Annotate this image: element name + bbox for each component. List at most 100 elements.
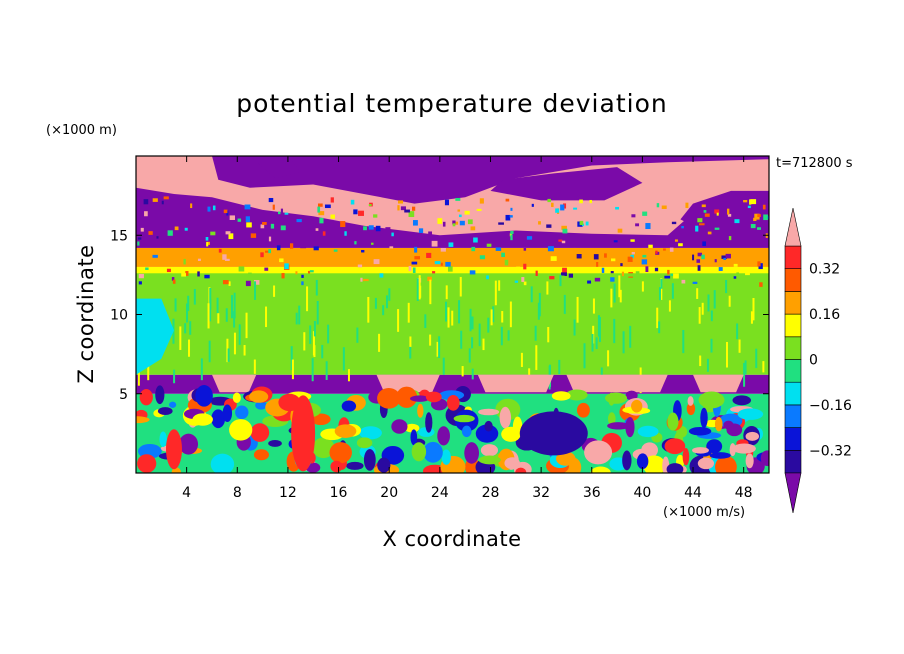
upper-turbulence-cell <box>469 270 476 275</box>
upper-turbulence-cell <box>707 231 712 235</box>
colorbar-tick-label: −0.16 <box>809 398 852 414</box>
upper-turbulence-cell <box>360 277 363 282</box>
upper-turbulence-cell <box>265 250 269 253</box>
upper-turbulence-cell <box>523 263 527 270</box>
upper-turbulence-cell <box>397 200 404 204</box>
lower-turbulence-blob <box>556 451 576 466</box>
mid-layer-streak <box>576 296 579 323</box>
mid-layer-streak <box>613 318 616 344</box>
upper-turbulence-cell <box>144 211 148 217</box>
upper-turbulence-cell <box>190 203 193 209</box>
lower-turbulence-blob <box>341 400 357 412</box>
upper-turbulence-cell <box>645 266 649 273</box>
mid-layer-streak <box>598 316 601 343</box>
lower-turbulence-blob <box>475 424 499 443</box>
upper-turbulence-cell <box>545 236 550 242</box>
mid-layer-streak <box>388 288 391 301</box>
upper-turbulence-cell <box>383 257 387 262</box>
mid-layer-streak <box>744 360 747 375</box>
upper-turbulence-cell <box>757 214 761 217</box>
upper-turbulence-cell <box>641 259 648 265</box>
heatmap-field <box>136 156 769 473</box>
x-tick-label: 4 <box>182 485 191 501</box>
mid-layer-streak <box>726 341 729 368</box>
upper-turbulence-cell <box>218 248 222 253</box>
upper-turbulence-cell <box>245 280 251 287</box>
lower-turbulence-blob <box>453 414 475 423</box>
upper-turbulence-cell <box>244 204 251 210</box>
upper-turbulence-cell <box>479 198 484 204</box>
mid-layer-streak <box>547 326 550 343</box>
upper-turbulence-cell <box>171 277 175 281</box>
mid-layer-streak <box>573 319 576 336</box>
mid-layer-streak <box>342 347 345 371</box>
upper-turbulence-cell <box>635 223 640 227</box>
lower-turbulence-blob <box>688 426 712 436</box>
upper-turbulence-cell <box>363 226 367 231</box>
mid-layer-streak <box>591 334 594 352</box>
y-axis-ticks: 5 10 15 <box>110 228 769 403</box>
mid-layer-streak <box>200 358 203 381</box>
mid-layer-streak <box>436 341 439 357</box>
lower-turbulence-blob <box>425 391 442 403</box>
upper-turbulence-cell <box>411 206 416 211</box>
upper-turbulence-cell <box>330 214 336 219</box>
upper-turbulence-cell <box>604 253 607 258</box>
upper-turbulence-cell <box>440 262 443 266</box>
upper-turbulence-cell <box>510 207 513 211</box>
upper-turbulence-cell <box>750 199 757 205</box>
mid-layer-streak <box>147 361 150 381</box>
mid-layer-streak <box>273 285 276 297</box>
upper-turbulence-cell <box>340 278 345 283</box>
lower-turbulence-blob <box>417 403 424 418</box>
colorbar-segment <box>784 381 802 406</box>
upper-turbulence-cell <box>229 215 236 220</box>
mid-layer-streak <box>445 285 448 300</box>
upper-turbulence-cell <box>610 271 614 274</box>
upper-turbulence-cell <box>579 220 584 226</box>
lower-turbulence-blob <box>377 457 391 473</box>
mid-layer-streak <box>290 346 293 371</box>
lower-turbulence-blob <box>607 412 616 426</box>
mid-layer-streak <box>184 323 187 334</box>
lower-turbulence-blob <box>622 450 632 471</box>
upper-turbulence-cell <box>245 216 250 223</box>
upper-turbulence-cell <box>238 266 245 272</box>
mid-layer-streak <box>424 314 427 328</box>
upper-turbulence-cell <box>471 246 476 252</box>
upper-turbulence-cell <box>454 221 459 225</box>
mid-layer-streak <box>316 301 319 325</box>
upper-turbulence-cell <box>596 261 599 267</box>
upper-turbulence-cell <box>317 206 321 213</box>
mid-layer-streak <box>618 275 621 298</box>
upper-turbulence-cell <box>757 261 761 267</box>
lower-turbulence-blob <box>330 460 343 473</box>
lower-turbulence-blob <box>411 442 427 462</box>
upper-turbulence-cell <box>448 242 454 247</box>
upper-turbulence-cell <box>661 205 667 209</box>
mid-layer-streak <box>468 348 471 363</box>
lower-turbulence-blob <box>484 420 493 432</box>
chart-title: potential temperature deviation <box>236 89 667 118</box>
mid-layer-streak <box>469 308 472 332</box>
mid-layer-streak <box>327 324 330 344</box>
upper-turbulence-cell <box>585 221 589 226</box>
mid-layer-streak <box>459 276 462 297</box>
lower-turbulence-blob <box>359 426 382 440</box>
upper-turbulence-cell <box>767 216 769 219</box>
upper-turbulence-cell <box>330 197 334 203</box>
upper-turbulence-cell <box>435 264 438 267</box>
x-unit-label: (×1000 m/s) <box>663 505 745 520</box>
mid-layer-streak <box>254 281 257 300</box>
upper-turbulence-cell <box>428 231 432 237</box>
upper-turbulence-cell <box>389 246 394 249</box>
upper-turbulence-cell <box>551 202 554 208</box>
upper-turbulence-cell <box>563 203 567 209</box>
upper-turbulence-cell <box>444 199 450 206</box>
lower-turbulence-blob <box>178 433 199 455</box>
upper-turbulence-cell <box>714 227 720 230</box>
mid-layer-streak <box>378 333 381 352</box>
mid-layer-streak <box>325 361 328 380</box>
lower-turbulence-blob <box>686 402 696 416</box>
